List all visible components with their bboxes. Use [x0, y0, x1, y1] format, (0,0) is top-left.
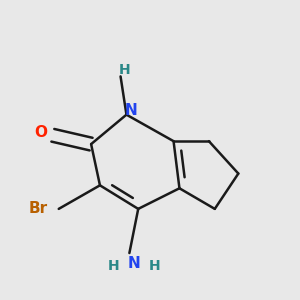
Text: O: O	[34, 125, 48, 140]
Text: Br: Br	[28, 201, 48, 216]
Text: H: H	[107, 259, 119, 273]
Text: H: H	[148, 259, 160, 273]
Text: N: N	[124, 103, 137, 118]
Text: H: H	[119, 64, 131, 77]
Text: N: N	[128, 256, 140, 271]
